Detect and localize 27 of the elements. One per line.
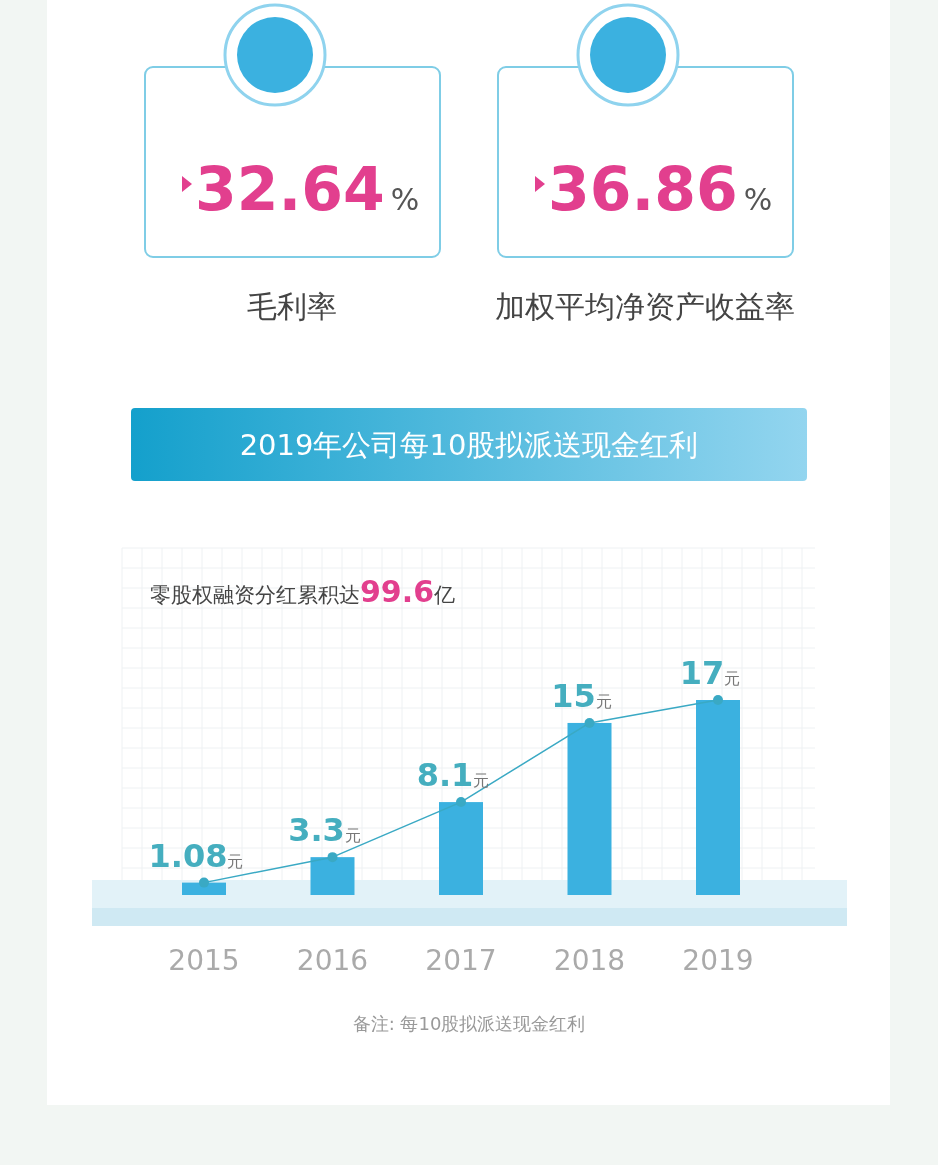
- data-label: 15元: [551, 676, 612, 715]
- bar: [439, 802, 483, 895]
- chart-title: 2019年公司每10股拟派送现金红利: [239, 428, 699, 462]
- data-label: 36.86%: [548, 154, 773, 224]
- chart-subtitle: 零股权融资分红累积达99.6亿: [150, 574, 456, 609]
- data-label: 32.64%: [195, 154, 420, 224]
- data-label: 1.08元: [148, 836, 244, 875]
- point: [713, 695, 723, 705]
- point: [199, 877, 209, 888]
- bar: [182, 882, 226, 895]
- category-label: 毛利率: [247, 289, 337, 324]
- data-label: 17元: [679, 654, 741, 692]
- x-tick-label: 2015: [168, 944, 240, 977]
- point: [456, 797, 466, 808]
- bar: [696, 700, 740, 895]
- data-label: 8.1元: [416, 756, 490, 795]
- x-tick-label: 2017: [425, 944, 497, 977]
- x-tick-label: 2019: [682, 944, 754, 977]
- bar: [310, 857, 355, 895]
- point: [584, 717, 595, 728]
- x-tick-label: 2016: [296, 944, 369, 977]
- point: [327, 852, 338, 863]
- bar: [567, 722, 612, 895]
- data-label: 3.3元: [288, 811, 361, 850]
- category-label: 加权平均净资产收益率: [495, 289, 795, 324]
- text: 备注: 每10股拟派送现金红利: [352, 1013, 586, 1034]
- x-tick-label: 2018: [553, 944, 626, 977]
